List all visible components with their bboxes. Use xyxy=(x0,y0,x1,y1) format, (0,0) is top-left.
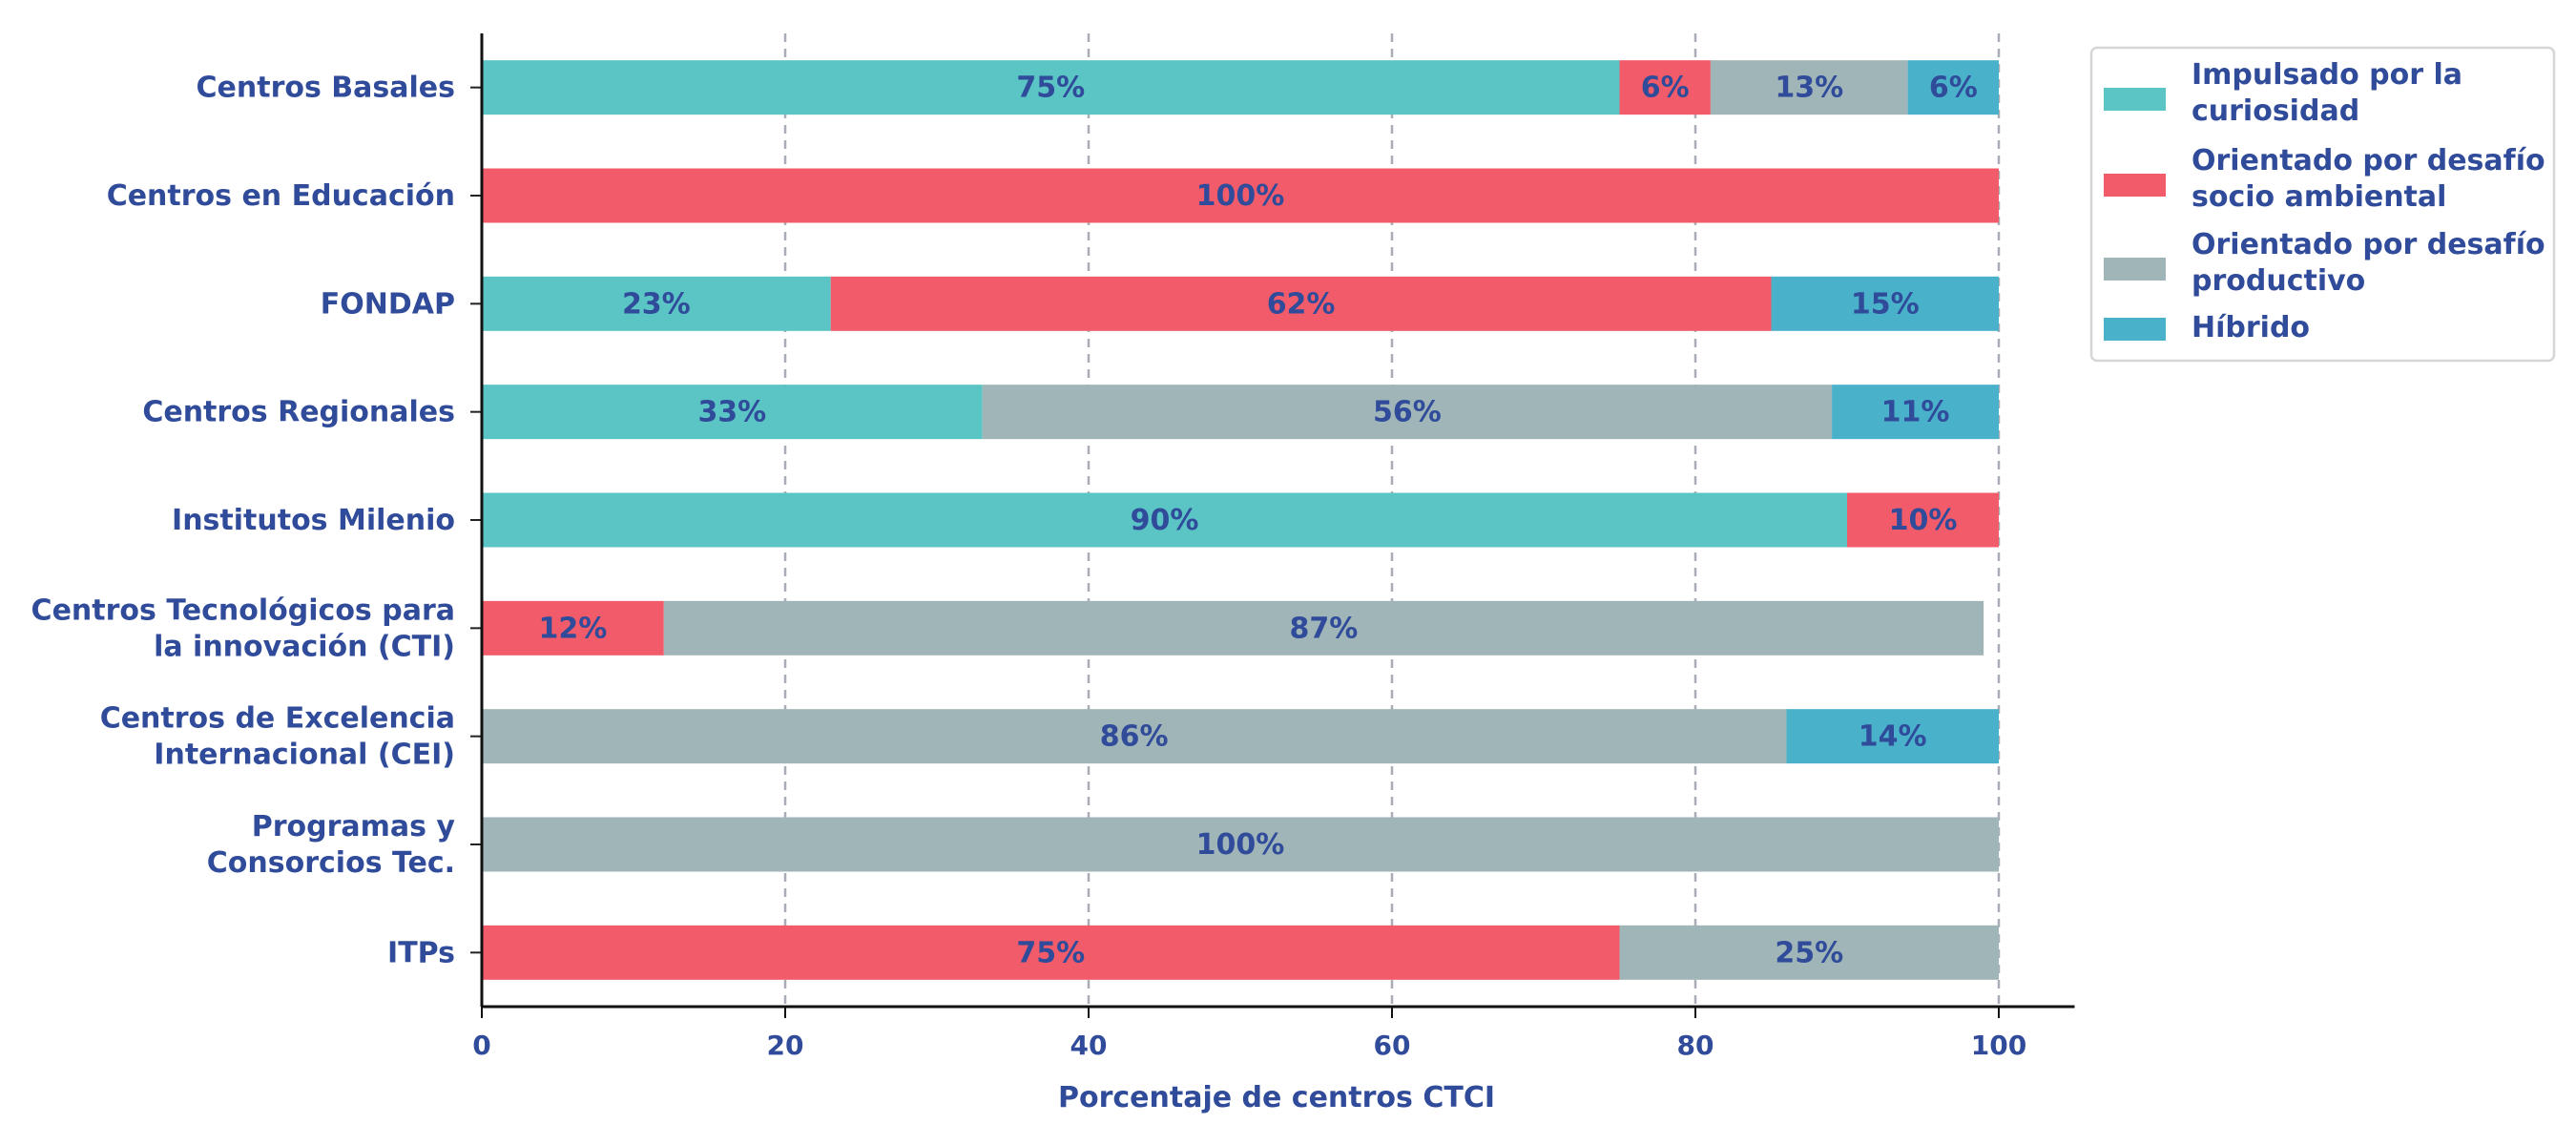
bar-value-label: 10% xyxy=(1889,504,1958,537)
bar-segment xyxy=(982,385,1833,440)
bar-value-label: 25% xyxy=(1775,936,1843,969)
bar-segment xyxy=(830,276,1772,331)
legend-label: Híbrido xyxy=(2192,311,2310,344)
bar-segment xyxy=(482,709,1787,764)
category-label: Centros Regionales xyxy=(142,396,455,429)
category-label: Centros de Excelencia Internacional (CEI) xyxy=(100,702,455,772)
legend-label: Orientado por desafío productivo xyxy=(2192,228,2545,298)
legend-swatch xyxy=(2104,318,2166,341)
bar-segment xyxy=(1907,60,1999,115)
bar-value-label: 13% xyxy=(1775,72,1843,105)
x-tick-label: 60 xyxy=(1374,1030,1411,1061)
bar-segment xyxy=(1786,709,1999,764)
bar-value-label: 75% xyxy=(1016,936,1085,969)
legend-label: Impulsado por la curiosidad xyxy=(2192,58,2462,128)
bar-segment xyxy=(482,168,1999,223)
bar-segment xyxy=(482,600,664,656)
axes: Centros Basales Centros en Educación FONDA… xyxy=(31,33,2075,1061)
bar-segment xyxy=(482,925,1620,980)
legend-label: Orientado por desafío socio ambiental xyxy=(2192,144,2545,214)
bar-value-label: 23% xyxy=(622,287,691,321)
category-label: FONDAP xyxy=(321,287,455,321)
bar-value-label: 90% xyxy=(1131,504,1199,537)
bar-value-label: 33% xyxy=(697,396,766,429)
bar-value-label: 6% xyxy=(1929,72,1978,105)
data-labels: 75% 6% 13% 6% 100% 23% 62% 15% 33% 56% 11% 90% 10% 12… xyxy=(538,72,1977,970)
bar-value-label: 12% xyxy=(538,612,607,645)
bars xyxy=(482,60,1999,980)
bar-segment xyxy=(1847,492,1999,548)
bar-segment xyxy=(482,276,831,331)
bar-value-label: 14% xyxy=(1859,720,1927,754)
bar-value-label: 56% xyxy=(1373,396,1442,429)
bar-value-label: 15% xyxy=(1851,287,1920,321)
x-axis-title: Porcentaje de centros CTCI xyxy=(1058,1081,1495,1114)
bar-segment xyxy=(1771,276,1999,331)
bar-segment xyxy=(663,600,1984,656)
legend: Impulsado por la curiosidad Orientado por … xyxy=(2089,46,2556,363)
bar-value-label: 6% xyxy=(1641,72,1690,105)
category-label: Centros Tecnológicos para la innovación (… xyxy=(31,593,455,663)
bar-segment xyxy=(482,385,983,440)
bar-segment xyxy=(1710,60,1908,115)
bar-value-label: 87% xyxy=(1290,612,1359,645)
bar-value-label: 86% xyxy=(1100,720,1169,754)
bar-value-label: 100% xyxy=(1196,828,1285,862)
x-tick-label: 80 xyxy=(1677,1030,1714,1061)
x-tick-label: 100 xyxy=(1971,1030,2026,1061)
bar-segment xyxy=(1619,60,1711,115)
bar-segment xyxy=(482,492,1847,548)
bar-value-label: 11% xyxy=(1881,396,1950,429)
x-tick-label: 0 xyxy=(472,1030,490,1061)
x-tick-label: 20 xyxy=(767,1030,804,1061)
legend-swatch xyxy=(2104,88,2166,111)
category-label: Institutos Milenio xyxy=(172,504,455,537)
bar-value-label: 75% xyxy=(1016,72,1085,105)
bar-value-label: 62% xyxy=(1267,287,1336,321)
category-label: Programas y Consorcios Tec. xyxy=(207,810,456,880)
legend-box xyxy=(2089,46,2556,363)
category-label: ITPs xyxy=(387,936,455,969)
bar-value-label: 100% xyxy=(1196,179,1285,213)
category-label: Centros Basales xyxy=(197,72,455,105)
x-tick-label: 40 xyxy=(1070,1030,1108,1061)
bar-segment xyxy=(1619,925,1999,980)
bar-segment xyxy=(482,817,1999,872)
bar-segment xyxy=(482,60,1620,115)
legend-swatch xyxy=(2104,174,2166,197)
category-label: Centros en Educación xyxy=(107,179,455,213)
bar-segment xyxy=(1832,385,1999,440)
legend-swatch xyxy=(2104,258,2166,281)
